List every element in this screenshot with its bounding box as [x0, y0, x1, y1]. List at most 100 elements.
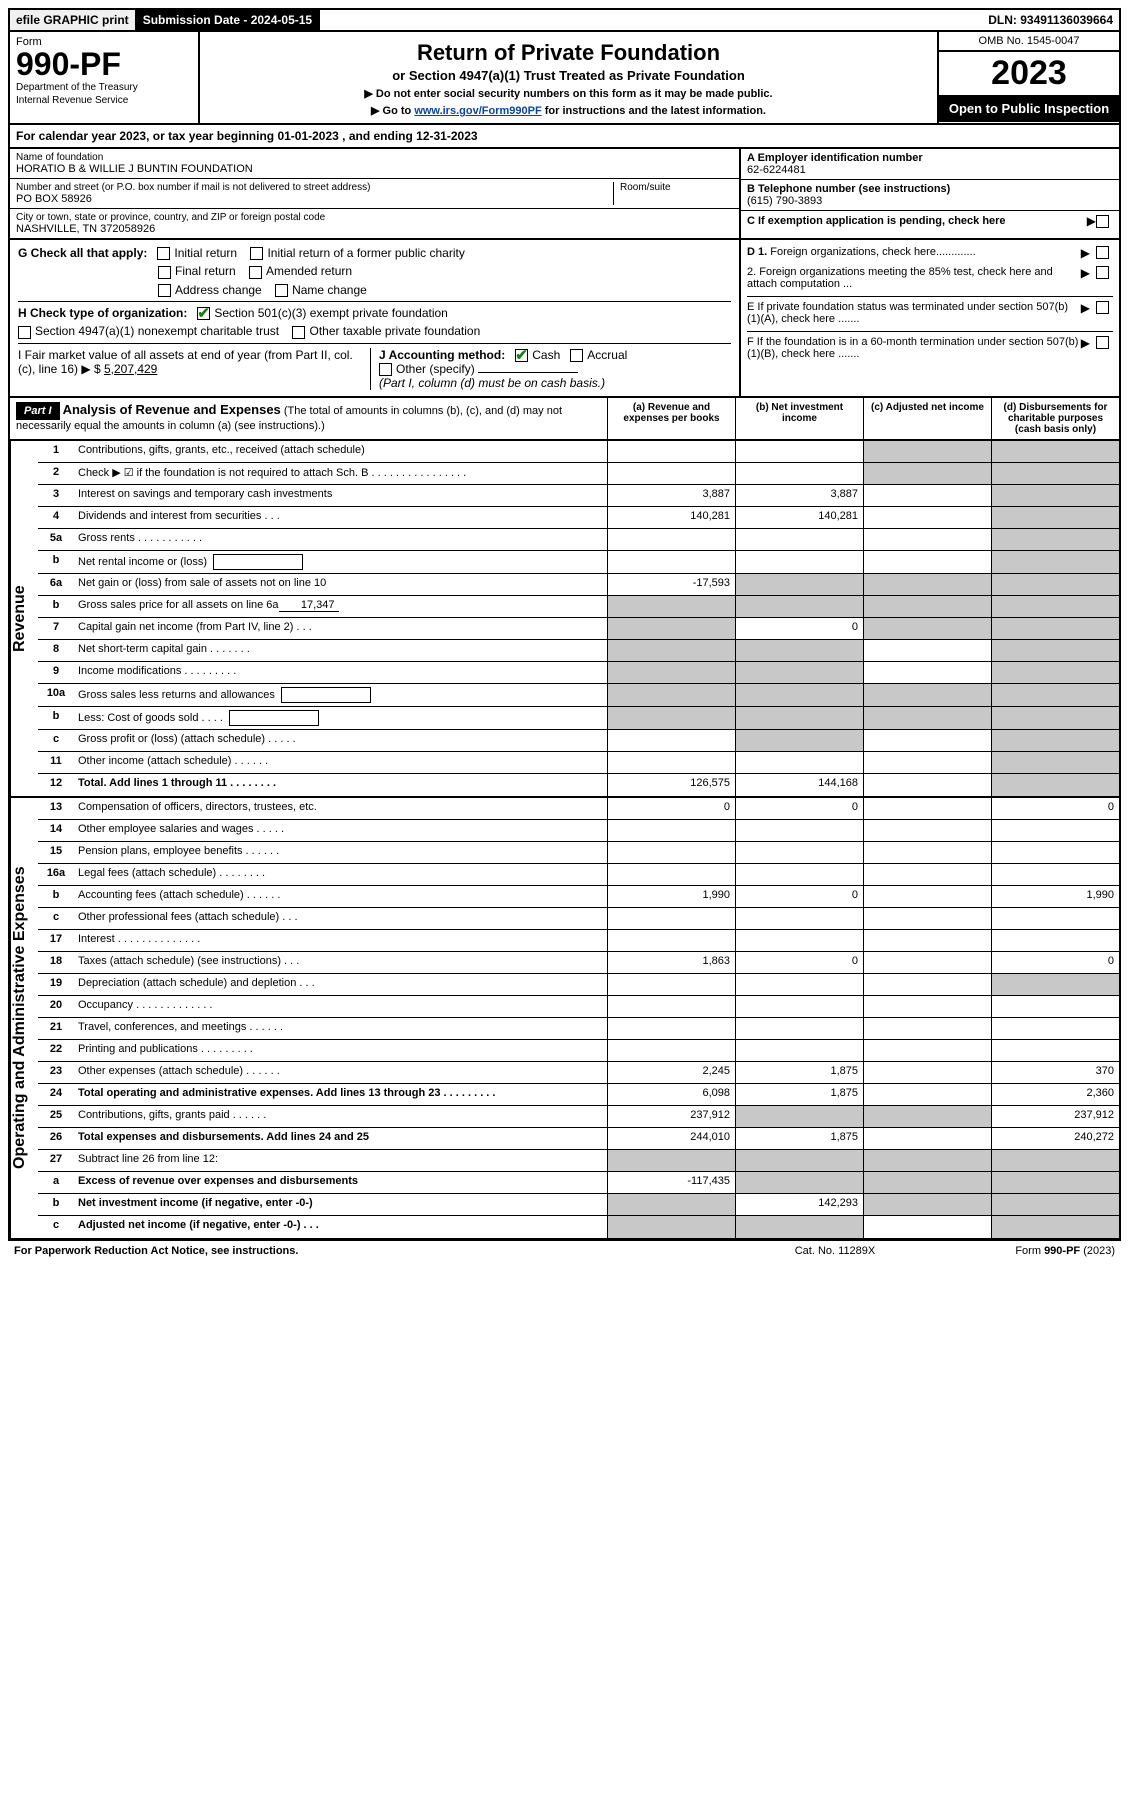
- d2-checkbox[interactable]: [1096, 266, 1109, 279]
- cell-a: 237,912: [607, 1106, 735, 1127]
- cell-c: [863, 1040, 991, 1061]
- d2-item: 2. Foreign organizations meeting the 85%…: [747, 266, 1113, 290]
- tax-year: 2023: [939, 52, 1119, 95]
- j-accrual: Accrual: [587, 348, 627, 362]
- cell-c: [863, 886, 991, 907]
- line-number: 24: [38, 1084, 74, 1105]
- c-block: C If exemption application is pending, c…: [741, 211, 1119, 231]
- table-row: cAdjusted net income (if negative, enter…: [38, 1216, 1119, 1238]
- table-row: cGross profit or (loss) (attach schedule…: [38, 730, 1119, 752]
- line-description: Capital gain net income (from Part IV, l…: [74, 618, 607, 639]
- c-checkbox[interactable]: [1096, 215, 1109, 228]
- cell-d: [991, 662, 1119, 683]
- cell-b: [735, 1040, 863, 1061]
- cell-c: [863, 1194, 991, 1215]
- cell-c: [863, 864, 991, 885]
- j-cash: Cash: [532, 348, 560, 362]
- cell-d: [991, 974, 1119, 995]
- line-number: 17: [38, 930, 74, 951]
- arrow-icon: ▶: [1081, 266, 1090, 290]
- d1-checkbox[interactable]: [1096, 246, 1109, 259]
- f-checkbox[interactable]: [1096, 336, 1109, 349]
- cell-d: 1,990: [991, 886, 1119, 907]
- cell-c: [863, 774, 991, 796]
- info-left: Name of foundation HORATIO B & WILLIE J …: [10, 149, 739, 238]
- cell-a: [607, 842, 735, 863]
- table-row: aExcess of revenue over expenses and dis…: [38, 1172, 1119, 1194]
- cell-b: [735, 640, 863, 661]
- cell-d: 2,360: [991, 1084, 1119, 1105]
- g-initial-former-checkbox[interactable]: [250, 247, 263, 260]
- revenue-side-label: Revenue: [10, 441, 38, 796]
- cell-d: [991, 574, 1119, 595]
- cell-d: [991, 930, 1119, 951]
- footer-right: Form 990-PF (2023): [935, 1245, 1115, 1257]
- cell-a: 1,863: [607, 952, 735, 973]
- table-row: 5aGross rents . . . . . . . . . . .: [38, 529, 1119, 551]
- cell-d: [991, 752, 1119, 773]
- irs-link[interactable]: www.irs.gov/Form990PF: [414, 105, 541, 117]
- i-label: I Fair market value of all assets at end…: [18, 348, 353, 376]
- cell-a: 140,281: [607, 507, 735, 528]
- cell-c: [863, 1216, 991, 1238]
- e-checkbox[interactable]: [1096, 301, 1109, 314]
- c-label: C If exemption application is pending, c…: [747, 215, 1087, 227]
- cell-d: [991, 1172, 1119, 1193]
- sub-box: [229, 710, 319, 726]
- cell-b: [735, 529, 863, 550]
- cell-a: [607, 640, 735, 661]
- part1-label: Part I: [16, 402, 60, 420]
- table-row: cOther professional fees (attach schedul…: [38, 908, 1119, 930]
- foundation-city: NASHVILLE, TN 372058926: [16, 223, 733, 235]
- cell-a: [607, 1040, 735, 1061]
- col-d-header: (d) Disbursements for charitable purpose…: [991, 398, 1119, 439]
- j-other-checkbox[interactable]: [379, 363, 392, 376]
- line-description: Dividends and interest from securities .…: [74, 507, 607, 528]
- cell-d: [991, 908, 1119, 929]
- cell-a: 2,245: [607, 1062, 735, 1083]
- line-description: Check ▶ ☑ if the foundation is not requi…: [74, 463, 607, 484]
- efile-print-button[interactable]: efile GRAPHIC print: [10, 10, 137, 30]
- cell-b: [735, 684, 863, 706]
- cell-a: [607, 707, 735, 729]
- g-amended-checkbox[interactable]: [249, 266, 262, 279]
- g-final-return-checkbox[interactable]: [158, 266, 171, 279]
- j-cash-checkbox[interactable]: [515, 349, 528, 362]
- line-description: Taxes (attach schedule) (see instruction…: [74, 952, 607, 973]
- cell-b: [735, 908, 863, 929]
- g-address-change-checkbox[interactable]: [158, 284, 171, 297]
- line-description: Net short-term capital gain . . . . . . …: [74, 640, 607, 661]
- line-description: Contributions, gifts, grants paid . . . …: [74, 1106, 607, 1127]
- line-number: 9: [38, 662, 74, 683]
- arrow-icon: ▶: [1081, 246, 1090, 260]
- arrow-icon: ▶: [1081, 336, 1090, 360]
- table-row: 8Net short-term capital gain . . . . . .…: [38, 640, 1119, 662]
- h-501c3-checkbox[interactable]: [197, 307, 210, 320]
- h-4947-checkbox[interactable]: [18, 326, 31, 339]
- cell-a: [607, 820, 735, 841]
- cell-b: [735, 730, 863, 751]
- line-number: 15: [38, 842, 74, 863]
- cell-c: [863, 463, 991, 484]
- section-h: H Check type of organization: Section 50…: [18, 301, 731, 320]
- h-other-checkbox[interactable]: [292, 326, 305, 339]
- table-row: 4Dividends and interest from securities …: [38, 507, 1119, 529]
- cell-b: 0: [735, 618, 863, 639]
- cell-d: [991, 618, 1119, 639]
- cell-d: [991, 529, 1119, 550]
- j-accrual-checkbox[interactable]: [570, 349, 583, 362]
- line-description: Travel, conferences, and meetings . . . …: [74, 1018, 607, 1039]
- g-initial-return-checkbox[interactable]: [157, 247, 170, 260]
- cell-d: [991, 640, 1119, 661]
- top-bar: efile GRAPHIC print Submission Date - 20…: [8, 8, 1121, 32]
- d2-text: 2. Foreign organizations meeting the 85%…: [747, 266, 1081, 290]
- cell-c: [863, 551, 991, 573]
- g-name-change-checkbox[interactable]: [275, 284, 288, 297]
- inline-value: 17,347: [279, 599, 339, 612]
- section-h-2: Section 4947(a)(1) nonexempt charitable …: [18, 324, 731, 338]
- table-row: 6aNet gain or (loss) from sale of assets…: [38, 574, 1119, 596]
- cell-a: [607, 1216, 735, 1238]
- submission-date: Submission Date - 2024-05-15: [137, 10, 320, 30]
- h-opt-2: Section 4947(a)(1) nonexempt charitable …: [35, 324, 279, 338]
- name-label: Name of foundation: [16, 152, 733, 163]
